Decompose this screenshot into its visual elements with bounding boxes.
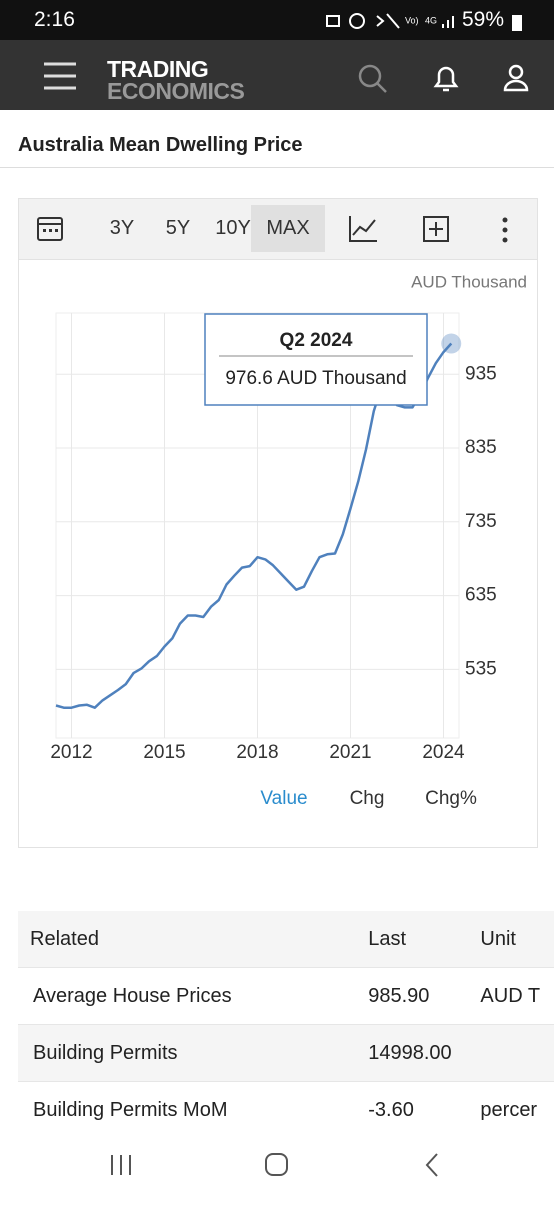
range-button[interactable]: 5Y: [165, 217, 191, 239]
header-cell: Related: [18, 911, 369, 968]
calendar-button[interactable]: [35, 213, 65, 245]
y-tick-label: 635: [465, 585, 497, 606]
chart-tab[interactable]: Value: [260, 788, 307, 809]
x-tick-label: 2021: [329, 742, 371, 763]
add-button[interactable]: [422, 215, 452, 245]
chart-type-button[interactable]: [347, 213, 379, 245]
x-tick-label: 2012: [50, 742, 92, 763]
logo-top[interactable]: TRADING: [107, 56, 209, 82]
table-row[interactable]: Building Permits 14998.00: [18, 1024, 554, 1082]
account-button[interactable]: [500, 62, 532, 96]
header-cell: Last: [368, 911, 481, 968]
clock: 2:16: [34, 8, 75, 31]
tooltip-title: Q2 2024: [280, 330, 353, 351]
y-tick-label: 835: [465, 437, 497, 458]
table-cell: 14998.00: [368, 1024, 481, 1082]
y-tick-label: 735: [465, 511, 497, 532]
tooltip-text: 976.6 AUD Thousand: [225, 368, 406, 389]
battery-level: 59%: [462, 8, 505, 31]
page-title: Australia Mean Dwelling Price: [18, 134, 303, 156]
range-button[interactable]: 3Y: [109, 217, 135, 239]
tooltip-box: [204, 313, 428, 406]
logo-bottom[interactable]: ECONOMICS: [107, 78, 245, 104]
table-row[interactable]: Average House Prices 985.90 AUD T: [18, 967, 554, 1025]
y-tick-label: 535: [465, 658, 497, 679]
highlight-point: [441, 333, 462, 354]
table: Related Last Unit Average House Prices 985.9…: [18, 911, 554, 1130]
chart-toolbar: 3Y 5Y 10Y MAX: [19, 199, 537, 260]
table-cell: AUD T: [480, 967, 554, 1025]
table-cell: -3.60: [368, 1081, 481, 1130]
search-button[interactable]: [356, 62, 390, 96]
table-cell: [480, 1024, 554, 1082]
table-cell: Building Permits: [18, 1024, 369, 1082]
status-icons: Vo) 4G: [326, 13, 454, 29]
x-tick-label: 2024: [422, 742, 465, 763]
table-cell: percer: [480, 1081, 554, 1130]
x-tick-label: 2018: [236, 742, 278, 763]
title-bar: Australia Mean Dwelling Price: [0, 110, 554, 168]
menu-button[interactable]: [40, 60, 80, 92]
header-cell: Unit: [480, 911, 554, 968]
range-button[interactable]: MAX: [251, 205, 325, 252]
nav-buttons: [111, 1153, 438, 1177]
unit-label: AUD Thousand: [411, 272, 527, 291]
svg-text:4G: 4G: [425, 15, 437, 25]
table-header-row: Related Last Unit: [18, 911, 554, 968]
related-table: Related Last Unit Average House Prices 985.9…: [18, 911, 554, 1130]
y-tick-label: 935: [465, 363, 497, 384]
chart: AUD Thousand 535 635 735 835 935 2012 2015 2018…: [50, 272, 527, 809]
recents-button[interactable]: [111, 1155, 131, 1175]
table-cell: Building Permits MoM: [18, 1081, 369, 1130]
system-nav: [0, 1130, 554, 1200]
status-bar: 2:16 59% Vo) 4G: [0, 0, 554, 40]
home-button[interactable]: [265, 1153, 288, 1176]
chart-tab[interactable]: Chg: [350, 788, 385, 809]
x-tick-label: 2015: [143, 742, 185, 763]
more-button[interactable]: [499, 215, 511, 245]
table-row[interactable]: Building Permits MoM -3.60 percer: [18, 1081, 554, 1130]
notifications-button[interactable]: [430, 62, 462, 96]
battery-icon: [512, 15, 522, 31]
chart-card: 3Y 5Y 10Y MAX AUD Thousand 535 635 735 835 935 2…: [18, 198, 538, 848]
chart-tab[interactable]: Chg%: [425, 788, 477, 809]
table-cell: Average House Prices: [18, 967, 369, 1025]
svg-text:Vo): Vo): [405, 15, 419, 25]
back-button[interactable]: [425, 1153, 438, 1177]
range-button[interactable]: 10Y: [215, 217, 251, 239]
app-header: TRADING ECONOMICS: [0, 40, 554, 110]
table-cell: 985.90: [368, 967, 481, 1025]
tooltip: Q2 2024 976.6 AUD Thousand: [204, 313, 428, 406]
